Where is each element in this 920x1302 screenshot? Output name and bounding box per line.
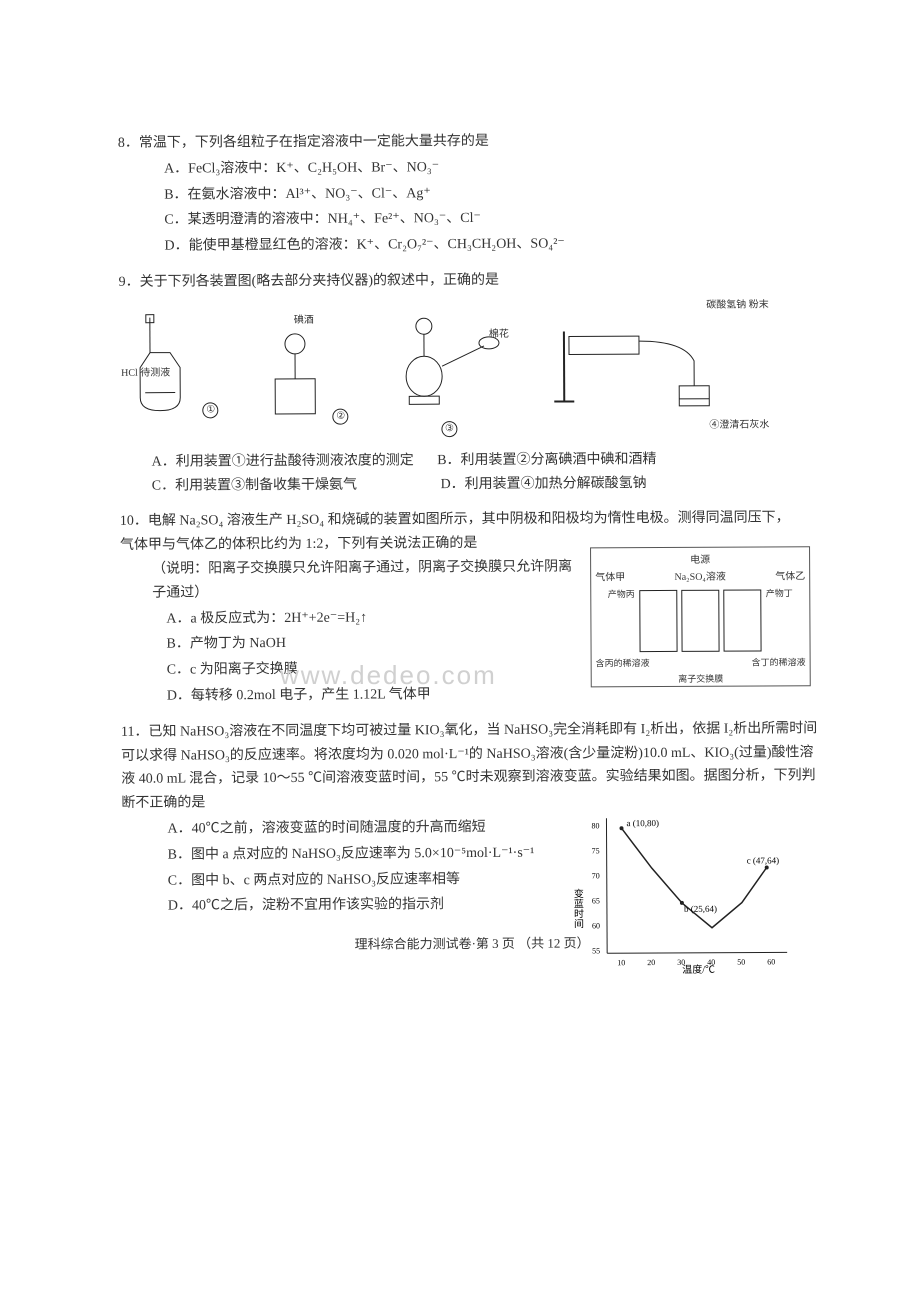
chart: a (10,80) b (25,64) c (47,64) 变蓝时间 温度/℃ … [571, 807, 802, 978]
svg-text:30: 30 [677, 958, 685, 967]
q10-note: （说明：阳离子交换膜只允许阳离子通过，阴离子交换膜只允许阴离子通过） [120, 555, 572, 605]
q10-opt-a: A．a 极反应式为：2H⁺+2e⁻=H₂↑ [120, 605, 586, 631]
q9-row2: C．利用装置③制备收集干燥氨气 D．利用装置④加热分解碳酸氢钠 [120, 471, 820, 498]
exam-page: 8．常温下，下列各组粒子在指定溶液中一定能大量共存的是 A．FeCl₃溶液中：K… [118, 128, 822, 954]
dia-bot: 离子交换膜 [596, 671, 806, 687]
dia-pl: 产物丙 [608, 590, 635, 600]
q9-stem: 9．关于下列各装置图(略去部分夹持仪器)的叙述中，正确的是 [119, 267, 819, 294]
svg-text:60: 60 [767, 957, 775, 966]
q8-stem: 8．常温下，下列各组粒子在指定溶液中一定能大量共存的是 [118, 128, 818, 155]
d3-num: ③ [441, 422, 457, 438]
pt-b: b (25,64) [684, 903, 717, 913]
diagram-2: 碘酒 ② [259, 311, 350, 425]
chart-svg: a (10,80) b (25,64) c (47,64) 变蓝时间 温度/℃ … [571, 807, 802, 978]
q11-opt-c: C．图中 b、c 两点对应的 NaHSO₃反应速率相等 [122, 867, 588, 893]
dia-mid: Na₂SO₄溶液 [674, 569, 726, 586]
funnel-icon [260, 329, 330, 419]
q11-opt-d: D．40℃之后，淀粉不宜用作该实验的指示剂 [122, 893, 588, 919]
flask-icon [129, 312, 200, 412]
svg-text:70: 70 [592, 871, 600, 880]
q9-opt-b: B．利用装置②分离碘酒中碘和酒精 [437, 448, 656, 473]
electrolysis-diagram: 电源 气体甲 Na₂SO₄溶液 气体乙 产物丙 产物丁 含丙的稀溶液 含丁的稀溶… [590, 547, 811, 688]
diagram-1: HCl 待测液 ① [129, 312, 220, 419]
diagram-4: 碳酸氢钠 粉末 ④澄清石灰水 [539, 299, 770, 435]
svg-text:20: 20 [647, 958, 655, 967]
q9-opt-d: D．利用装置④加热分解碳酸氢钠 [440, 472, 646, 497]
svg-text:10: 10 [617, 958, 625, 967]
q11-opt-b: B．图中 a 点对应的 NaHSO₃反应速率为 5.0×10⁻⁵mol·L⁻¹·… [122, 841, 588, 867]
d1-num: ① [203, 402, 219, 418]
dia-pr: 产物丁 [766, 589, 793, 599]
q11-stem: 11．已知 NaHSO₃溶液在不同温度下均可被过量 KIO₃氧化，当 NaHSO… [121, 717, 821, 816]
d1-label: HCl 待测液 [121, 367, 170, 378]
svg-text:55: 55 [592, 946, 600, 955]
dia-gas-l: 气体甲 [595, 570, 625, 587]
cell-1 [639, 590, 677, 652]
d2-label: 碘酒 [259, 311, 349, 328]
q9-row1: A．利用装置①进行盐酸待测液浓度的测定 B．利用装置②分离碘酒中碘和酒精 [120, 447, 820, 474]
svg-text:60: 60 [592, 921, 600, 930]
svg-text:50: 50 [737, 957, 745, 966]
dia-top: 电源 [595, 552, 805, 570]
question-10: 10．电解 Na₂SO₄ 溶液生产 H₂SO₄ 和烧碱的装置如图所示，其中阴极和… [120, 507, 821, 709]
question-11: 11．已知 NaHSO₃溶液在不同温度下均可被过量 KIO₃氧化，当 NaHSO… [121, 717, 822, 919]
diagram-3: 棉花 ③ [389, 311, 510, 439]
pt-a: a (10,80) [626, 818, 659, 828]
q8-opt-d: D．能使甲基橙显红色的溶液：K⁺、Cr₂O₇²⁻、CH₃CH₂OH、SO₄²⁻ [118, 231, 818, 258]
dia-gas-r: 气体乙 [775, 569, 805, 586]
cell-2 [681, 590, 719, 652]
dia-bl: 含丙的稀溶液 [596, 656, 650, 672]
svg-text:75: 75 [592, 846, 600, 855]
svg-text:80: 80 [591, 821, 599, 830]
apparatus-4-icon [544, 310, 765, 411]
d2-num: ② [333, 408, 349, 424]
q8-opt-c: C．某透明澄清的溶液中：NH₄⁺、Fe²⁺、NO₃⁻、Cl⁻ [118, 206, 818, 233]
d4-num: ④澄清石灰水 [539, 417, 769, 435]
q11-opt-a: A．40℃之前，溶液变蓝的时间随温度的升高而缩短 [121, 815, 587, 841]
q9-opt-a: A．利用装置①进行盐酸待测液浓度的测定 [152, 449, 414, 474]
q8-opt-b: B．在氨水溶液中：Al³⁺、NO₃⁻、Cl⁻、Ag⁺ [118, 180, 818, 207]
dia-br: 含丁的稀溶液 [752, 656, 806, 672]
cell-3 [723, 590, 761, 652]
question-9: 9．关于下列各装置图(略去部分夹持仪器)的叙述中，正确的是 HCl 待测液 ① … [119, 267, 820, 498]
q10-opt-d: D．每转移 0.2mol 电子，产生 1.12L 气体甲 [121, 682, 587, 708]
svg-text:40: 40 [707, 957, 715, 966]
q10-opt-c: C．c 为阳离子交换膜 [121, 657, 587, 683]
svg-text:65: 65 [592, 896, 600, 905]
question-8: 8．常温下，下列各组粒子在指定溶液中一定能大量共存的是 A．FeCl₃溶液中：K… [118, 128, 819, 259]
q9-diagrams: HCl 待测液 ① 碘酒 ② 棉花 ③ 碳酸氢钠 粉末 ④澄清石灰水 [119, 299, 820, 443]
q8-opt-a: A．FeCl₃溶液中：K⁺、C₂H₅OH、Br⁻、NO₃⁻ [118, 154, 818, 181]
q9-opt-c: C．利用装置③制备收集干燥氨气 [152, 473, 357, 498]
apparatus-3-icon [394, 311, 505, 412]
ylabel: 变蓝时间 [571, 887, 583, 929]
q10-opt-b: B．产物丁为 NaOH [120, 631, 586, 657]
d3-label: 棉花 [489, 326, 509, 343]
pt-c: c (47,64) [747, 855, 780, 865]
